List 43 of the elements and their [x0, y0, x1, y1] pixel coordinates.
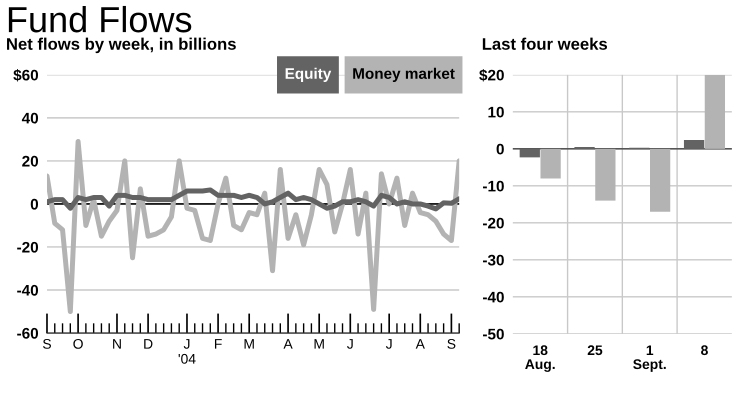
y-tick-label: -40: [17, 284, 38, 296]
x-tick-label: 8: [701, 345, 708, 356]
text: Equity: [286, 68, 332, 82]
x-tick-label: M: [314, 339, 324, 349]
y-tick-label: 0: [496, 144, 504, 155]
x-tick-label: S: [447, 338, 456, 349]
bar: [684, 140, 704, 149]
x-tick-label: F: [214, 339, 222, 349]
x-tick-label: J: [347, 339, 353, 349]
bar: [704, 74, 726, 149]
x-tick-label: O: [73, 338, 83, 349]
x-tick-label: 18 Aug.: [525, 345, 555, 372]
y-tick-label: 10: [488, 106, 504, 118]
chart-title: Last four weeks: [482, 38, 608, 50]
y-tick-label: $60: [13, 69, 38, 82]
x-tick-label: D: [144, 339, 152, 349]
y-tick-label: -60: [17, 328, 38, 339]
y-tick-label: -40: [483, 292, 504, 303]
y-tick-label: -10: [483, 180, 504, 192]
chart-title: Fund Flows: [8, 6, 192, 32]
y-tick-label: 0: [30, 198, 38, 210]
y-tick-label: $20: [479, 69, 504, 82]
x-tick-label: 1 Sept.: [633, 345, 666, 372]
y-tick-label: -50: [483, 328, 504, 340]
bar: [650, 148, 670, 212]
x-tick-label: A: [283, 339, 293, 349]
x-tick-label: A: [416, 339, 425, 349]
x-tick-label: N: [113, 339, 121, 349]
x-tick-label: 25: [588, 345, 602, 356]
x-tick-label: J '04: [178, 339, 196, 364]
bar: [540, 148, 561, 178]
bar: [520, 148, 540, 158]
x-tick-label: M: [244, 339, 254, 349]
bar: [595, 148, 616, 201]
y-tick-label: -20: [17, 242, 38, 253]
y-tick-label: 20: [22, 156, 38, 167]
y-tick-label: -20: [483, 218, 504, 229]
y-tick-label: 40: [22, 112, 38, 124]
y-tick-label: -30: [483, 254, 504, 266]
x-tick-label: J: [386, 339, 392, 349]
x-tick-label: S: [42, 338, 51, 349]
chart-subtitle: Net flows by week, in billions: [7, 38, 236, 54]
text: Money market: [353, 68, 455, 82]
